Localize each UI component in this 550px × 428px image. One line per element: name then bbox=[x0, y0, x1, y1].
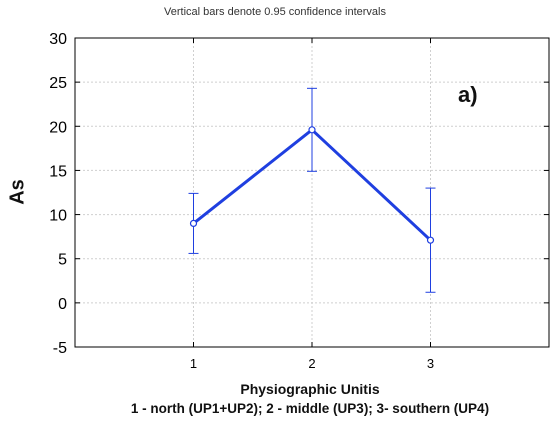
data-points bbox=[189, 126, 435, 244]
plot-frame bbox=[74, 37, 550, 348]
y-axis-label: As bbox=[6, 179, 29, 205]
y-tick-label: 0 bbox=[58, 296, 67, 313]
x-axis-ticks: 1 2 3 bbox=[190, 38, 434, 371]
y-tick-label: 15 bbox=[49, 163, 67, 180]
data-point bbox=[308, 126, 316, 134]
x-axis-label: Physiographic Unitis bbox=[240, 381, 380, 397]
y-tick-label: 20 bbox=[49, 119, 67, 136]
y-tick-label: 30 bbox=[49, 31, 67, 48]
data-point bbox=[426, 236, 435, 244]
x-tick-label: 1 bbox=[190, 356, 197, 371]
y-tick-label: 25 bbox=[49, 75, 67, 92]
x-category-legend: 1 - north (UP1+UP2); 2 - middle (UP3); 3… bbox=[130, 401, 490, 416]
y-tick-label: 5 bbox=[58, 252, 67, 269]
x-tick-label: 2 bbox=[308, 356, 315, 371]
panel-label: a) bbox=[458, 82, 478, 107]
y-axis-ticks: -5 0 5 10 15 20 25 30 bbox=[49, 31, 549, 357]
y-tick-label: -5 bbox=[53, 340, 67, 357]
y-tick-label: 10 bbox=[49, 208, 67, 225]
x-tick-label: 3 bbox=[427, 356, 434, 371]
gridlines bbox=[75, 38, 549, 347]
chart-note: Vertical bars denote 0.95 confidence int… bbox=[164, 6, 386, 18]
data-point bbox=[189, 219, 198, 227]
